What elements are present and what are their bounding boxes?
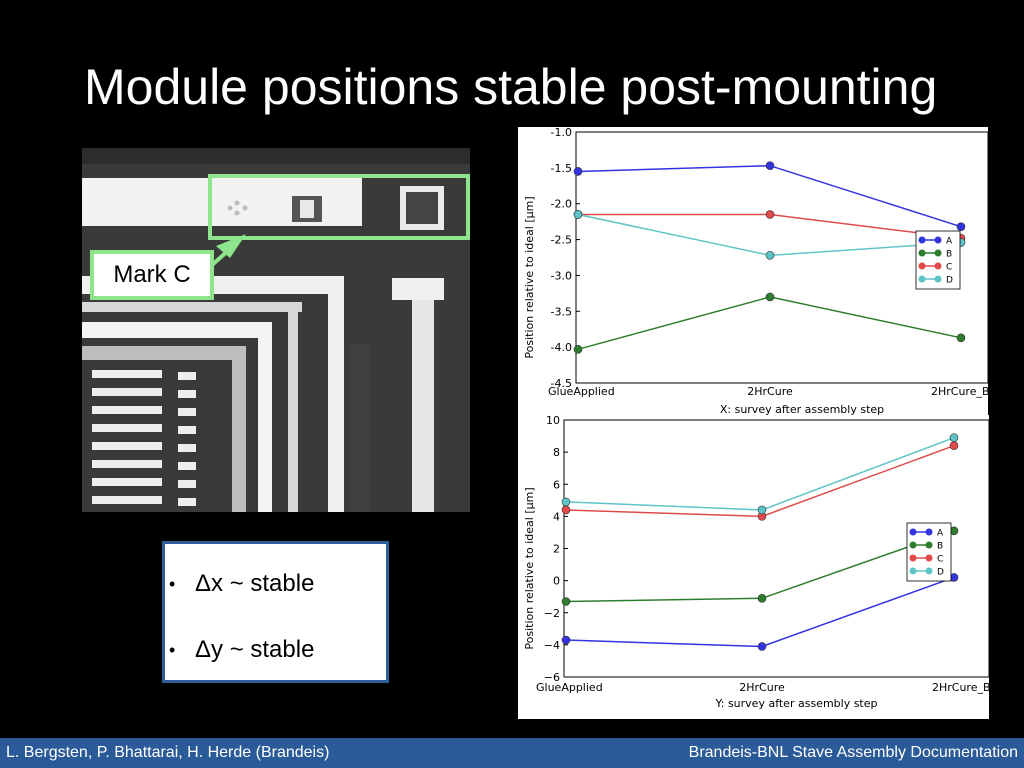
series-line-b: [565, 530, 955, 603]
bullet-dy-text: Δy ~ stable: [195, 636, 315, 663]
data-point-a: [561, 635, 571, 645]
series-line-b: [577, 296, 962, 351]
plot-frame: [575, 131, 988, 384]
microscope-svg: [82, 148, 470, 512]
legend-marker-b: [934, 249, 942, 257]
legend-marker-b: [909, 541, 917, 549]
y-survey-chart: 10 8 6 4 2 0 −2 −4 −6 GlueApplied 2HrCure 2HrCure_B…: [518, 415, 989, 719]
y-tick-label: 8: [553, 446, 560, 459]
legend-marker-a: [918, 236, 926, 244]
data-point-a: [956, 222, 966, 231]
series-line-d: [565, 436, 955, 511]
y-tick-label: -3.5: [551, 305, 572, 318]
y-axis-label: Position relative to ideal [μm]: [523, 196, 536, 358]
data-point-b: [757, 593, 767, 603]
legend-marker-d: [909, 567, 917, 575]
data-point-a: [573, 167, 583, 176]
data-point-b: [956, 333, 966, 343]
legend-label-d: D: [946, 276, 953, 286]
y-axis-label: Position relative to ideal [μm]: [523, 487, 536, 649]
legend-label-a: A: [937, 529, 944, 539]
slide-title: Module positions stable post-mounting: [84, 59, 938, 115]
data-point-d: [561, 497, 571, 507]
legend-label-c: C: [946, 263, 952, 273]
legend-marker-a: [909, 528, 917, 536]
legend-marker-a: [925, 528, 933, 536]
y-tick-label: 2: [553, 543, 560, 556]
legend-label-c: C: [937, 555, 943, 565]
legend-marker-c: [909, 554, 917, 562]
y-tick-label: −4: [544, 639, 560, 652]
legend-label-b: B: [937, 542, 943, 552]
y-tick-label: -2.0: [551, 198, 572, 211]
bullet-glyph: •: [169, 574, 176, 594]
data-point-b: [573, 344, 583, 354]
bullet-dx-text: Δx ~ stable: [195, 570, 315, 597]
y-tick-label: 0: [553, 575, 560, 588]
y-tick-label: 4: [553, 510, 560, 523]
y-tick-label: 10: [546, 415, 560, 427]
y-tick-label: −2: [544, 607, 560, 620]
summary-box: • Δx ~ stable • Δy ~ stable: [162, 541, 389, 683]
data-point-d: [949, 433, 959, 442]
x-tick-label: GlueApplied: [536, 681, 603, 694]
data-point-d: [765, 251, 775, 260]
series-line-d: [577, 213, 962, 257]
legend-marker-d: [918, 275, 926, 283]
data-point-a: [757, 642, 767, 651]
y-tick-label: -1.5: [551, 162, 572, 175]
data-point-a: [765, 161, 775, 171]
series-line-a: [565, 576, 955, 648]
y-tick-label: -2.5: [551, 234, 572, 247]
footer-bar: L. Bergsten, P. Bhattarai, H. Herde (Bra…: [0, 738, 1024, 768]
legend-marker-b: [925, 541, 933, 549]
x-tick-label: 2HrCure_BO: [932, 681, 989, 694]
data-point-c: [949, 441, 959, 451]
legend-label-a: A: [946, 237, 953, 247]
x-tick-label: 2HrCure_BO: [931, 385, 988, 398]
data-point-d: [757, 505, 767, 515]
x-tick-label: GlueApplied: [548, 385, 615, 398]
y-tick-label: -3.0: [551, 269, 572, 282]
series-line-c: [565, 444, 955, 518]
legend-marker-c: [918, 262, 926, 270]
legend-marker-c: [934, 262, 942, 270]
data-point-b: [765, 292, 775, 302]
y-tick-label: -1.0: [551, 127, 572, 139]
legend-marker-b: [918, 249, 926, 257]
y-tick-label: -4.0: [551, 341, 572, 354]
x-axis-label: Y: survey after assembly step: [714, 697, 877, 710]
bullet-glyph: •: [169, 640, 176, 660]
data-point-b: [561, 597, 571, 606]
footer-doc-title: Brandeis-BNL Stave Assembly Documentatio…: [688, 744, 1018, 761]
legend-marker-a: [934, 236, 942, 244]
y-tick-label: −6: [544, 671, 560, 684]
data-point-c: [561, 505, 571, 515]
legend-marker-d: [925, 567, 933, 575]
y-tick-label: -4.5: [551, 377, 572, 390]
data-point-c: [765, 210, 775, 219]
data-point-d: [573, 210, 583, 219]
y-tick-label: 6: [553, 478, 560, 491]
legend-marker-c: [925, 554, 933, 562]
legend-marker-d: [934, 275, 942, 283]
footer-authors: L. Bergsten, P. Bhattarai, H. Herde (Bra…: [6, 744, 330, 761]
mark-c-label: Mark C: [113, 261, 191, 288]
x-survey-chart: -1.0 -1.5 -2.0 -2.5 -3.0 -3.5 -4.0 -4.5 GlueAppl…: [518, 127, 988, 417]
legend-label-d: D: [937, 568, 944, 578]
microscope-image: Mark C: [82, 148, 470, 512]
x-tick-label: 2HrCure: [747, 385, 793, 398]
x-tick-label: 2HrCure: [739, 681, 785, 694]
x-survey-chart-svg: -1.0 -1.5 -2.0 -2.5 -3.0 -3.5 -4.0 -4.5GlueAppl…: [523, 127, 988, 416]
x-axis-label: X: survey after assembly step: [720, 403, 884, 416]
legend-label-b: B: [946, 250, 952, 260]
